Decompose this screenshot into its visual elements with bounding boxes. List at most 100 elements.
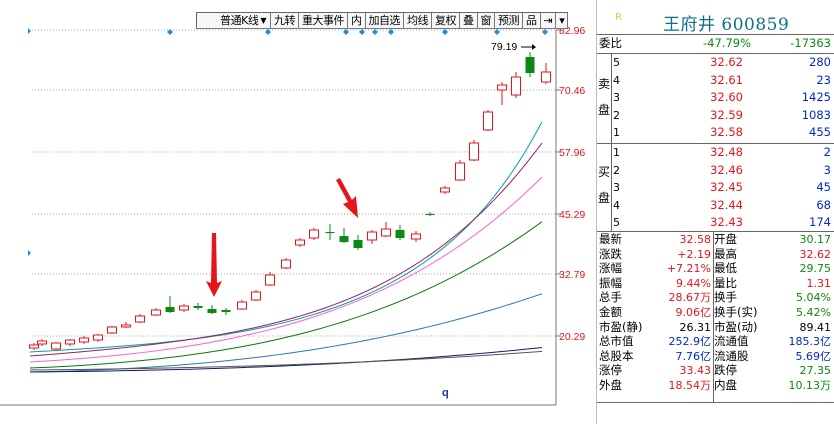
buy-volume: 174 xyxy=(809,215,831,230)
quote-panel: R 王府井 600859 委比 -47.79% -17363 5 32.62 280 4 32… xyxy=(596,0,834,424)
candle-body xyxy=(79,337,89,343)
buy-volume: 2 xyxy=(823,145,831,159)
predict-button[interactable]: 预测 xyxy=(495,13,523,29)
stat-label: 最新 xyxy=(599,232,622,246)
candle-body xyxy=(440,187,450,193)
stat-label: 涨幅 xyxy=(599,261,622,276)
stat-value: 32.62 xyxy=(799,247,832,261)
stat-row: 最新 32.58 开盘 30.17 xyxy=(597,232,834,247)
stat-value: 26.31 xyxy=(679,320,712,334)
candle-body xyxy=(107,326,117,334)
buy-row[interactable]: 2 32.46 3 xyxy=(597,162,834,179)
event-marker-icon xyxy=(372,29,378,35)
overlay-button[interactable]: 叠 xyxy=(460,13,478,29)
candle-body xyxy=(469,142,479,161)
stat-value: 9.44% xyxy=(676,276,711,290)
window-button[interactable]: 窗 xyxy=(477,13,495,29)
buy-volume: 68 xyxy=(816,197,831,212)
candle-body xyxy=(207,309,217,313)
toolbar-button-label: 九转 xyxy=(274,14,296,27)
toolbar-button-label: 窗 xyxy=(480,14,492,27)
candle-body xyxy=(395,230,405,238)
candle-body xyxy=(483,111,493,131)
more-icon[interactable]: ▾ xyxy=(556,13,569,29)
stat-value: 5.04% xyxy=(796,291,831,305)
candle-body xyxy=(179,305,189,311)
stat-value: 29.75 xyxy=(799,262,832,276)
buy-row[interactable]: 3 32.45 45 xyxy=(597,179,834,196)
stat-row: 外盘 18.54万 内盘 10.13万 xyxy=(597,378,834,393)
add-watchlist-button[interactable]: 加自选 xyxy=(365,13,404,29)
ma-line-7 xyxy=(29,350,543,371)
stat-row: 涨幅 +7.21% 最低 29.75 xyxy=(597,261,834,276)
sell-price: 32.61 xyxy=(710,72,743,87)
buy-price: 32.48 xyxy=(710,145,743,159)
stat-label: 开盘 xyxy=(714,232,737,246)
candle-body xyxy=(29,344,39,349)
stat-value: 33.43 xyxy=(679,364,712,378)
stat-value: 30.17 xyxy=(799,233,832,246)
ma-line-4 xyxy=(29,221,543,369)
candle-body xyxy=(353,240,363,248)
candle-body xyxy=(511,76,521,96)
grid-button[interactable]: 品 xyxy=(523,13,541,29)
buy-volume: 45 xyxy=(816,180,831,195)
stat-row: 金额 9.06亿 换手(实) 5.42% xyxy=(597,305,834,320)
event-marker-icon xyxy=(265,29,271,35)
stat-label: 总手 xyxy=(599,290,622,305)
sell-level: 5 xyxy=(613,56,620,69)
price-label: 32.79 xyxy=(559,269,585,281)
sell-side-label: 盘 xyxy=(598,103,611,117)
ma-line-1 xyxy=(29,121,543,353)
sell-volume: 1083 xyxy=(801,107,831,122)
expand-icon[interactable]: ⇥ xyxy=(540,13,557,29)
candle-body xyxy=(541,71,551,83)
stat-value: 89.41 xyxy=(799,320,832,334)
buy-row[interactable]: 5 32.43 174 xyxy=(597,214,834,231)
red-arrow-icon xyxy=(206,233,222,297)
stock-title[interactable]: 王府井 600859 xyxy=(663,15,790,35)
inner-button[interactable]: 内 xyxy=(348,13,366,29)
buy-price: 32.46 xyxy=(710,162,743,177)
fuquan-button[interactable]: 复权 xyxy=(432,13,460,29)
stat-label: 涨跌 xyxy=(599,246,622,261)
jiuzhuan-button[interactable]: 九转 xyxy=(271,13,299,29)
sell-row[interactable]: 1 32.58 455 xyxy=(597,124,834,141)
buy-row[interactable]: 1 32.48 2 xyxy=(597,144,834,161)
sell-row[interactable]: 5 32.62 280 xyxy=(597,54,834,71)
weibi-row: 委比 -47.79% -17363 xyxy=(597,35,834,52)
buy-side-label: 盘 xyxy=(598,191,611,205)
stat-label: 金额 xyxy=(599,305,622,319)
buy-row[interactable]: 4 32.44 68 xyxy=(597,197,834,214)
toolbar-button-label: 复权 xyxy=(435,14,457,27)
stat-value: 5.69亿 xyxy=(795,349,832,363)
stat-row: 总股本 7.76亿 流通股 5.69亿 xyxy=(597,349,834,364)
event-marker-icon xyxy=(167,29,173,35)
sell-row[interactable]: 3 32.60 1425 xyxy=(597,89,834,106)
toolbar-button-label: 品 xyxy=(526,14,537,27)
time-marker: q xyxy=(442,387,449,399)
kline-type-select[interactable]: 普通K线 ▼ xyxy=(197,13,271,29)
r-badge: R xyxy=(615,12,622,23)
sell-row[interactable]: 4 32.61 23 xyxy=(597,72,834,89)
buy-side-label: 买 xyxy=(598,165,611,179)
candle-body xyxy=(381,228,391,237)
candle-body xyxy=(65,339,75,345)
stat-label: 涨停 xyxy=(599,363,622,378)
stat-label: 内盘 xyxy=(714,378,737,392)
price-label: 70.46 xyxy=(559,85,585,97)
sell-row[interactable]: 2 32.59 1083 xyxy=(597,107,834,124)
event-marker-icon xyxy=(343,29,349,35)
sell-price: 32.60 xyxy=(710,90,743,105)
candle-body xyxy=(93,334,103,341)
divider xyxy=(597,231,834,232)
kline-chart[interactable]: 82.96 70.46 57.96 45.29 32.79 20.29 79.19 q 普通K… xyxy=(0,0,596,424)
max-price-label: 79.19 xyxy=(491,41,517,53)
candle-body xyxy=(367,231,377,241)
sell-volume: 23 xyxy=(816,72,831,87)
major-events-button[interactable]: 重大事件 xyxy=(299,13,348,29)
ma-button[interactable]: 均线 xyxy=(404,13,432,29)
candle-body xyxy=(295,239,305,246)
ma-line-3 xyxy=(29,176,543,363)
divider xyxy=(597,143,834,144)
